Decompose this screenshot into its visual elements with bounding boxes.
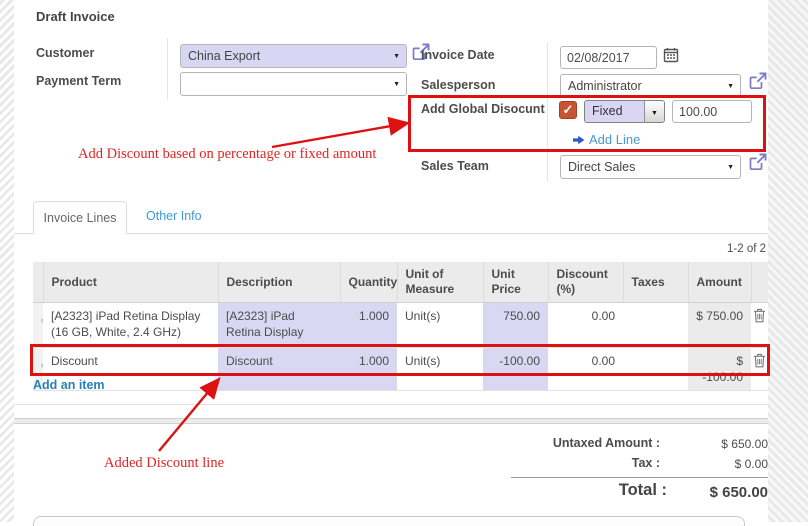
cell-taxes[interactable]	[623, 347, 688, 391]
chevron-down-icon: ▼	[393, 81, 400, 88]
section-band-divider	[14, 418, 768, 424]
invoice-lines-table: Product Description Quantity Unit of Mea…	[33, 262, 768, 391]
total-value: $ 650.00	[709, 484, 768, 501]
discount-amount-input[interactable]	[672, 100, 752, 123]
delete-row-button[interactable]	[751, 302, 768, 348]
cell-description[interactable]: [A2323] iPad Retina Display	[218, 302, 340, 348]
header-uom: Unit of Measure	[396, 262, 483, 303]
cell-quantity[interactable]: 1.000	[340, 302, 397, 348]
check-icon: ✓	[562, 102, 574, 117]
header-quantity: Quantity	[339, 262, 397, 303]
row-drag-handle[interactable]	[33, 347, 43, 391]
sales-team-value: Direct Sales	[568, 160, 636, 174]
right-edge-texture	[768, 0, 808, 522]
tax-value: $ 0.00	[734, 457, 768, 471]
add-an-item-link[interactable]: Add an item	[33, 378, 105, 392]
sales-team-label: Sales Team	[421, 159, 489, 173]
cell-quantity[interactable]: 1.000	[340, 347, 397, 391]
trash-icon	[753, 353, 766, 368]
header-discount: Discount (%)	[547, 262, 623, 303]
section-divider	[14, 404, 768, 405]
cell-taxes[interactable]	[623, 302, 688, 348]
cell-unit-price[interactable]: 750.00	[483, 302, 548, 348]
annotation-discount-line-note: Added Discount line	[104, 455, 225, 471]
payment-term-select[interactable]: ▼	[180, 72, 407, 96]
header-taxes: Taxes	[622, 262, 688, 303]
cell-uom[interactable]: Unit(s)	[397, 302, 483, 348]
delete-row-button[interactable]	[751, 347, 768, 391]
row-drag-handle[interactable]	[33, 302, 43, 348]
left-edge-texture	[0, 0, 14, 522]
customer-value: China Export	[188, 49, 261, 63]
table-row[interactable]: [A2323] iPad Retina Display (16 GB, Whit…	[33, 302, 768, 348]
drag-dot-icon	[41, 318, 43, 323]
sales-team-external-link-icon[interactable]	[748, 152, 768, 172]
chevron-down-icon: ▼	[727, 83, 734, 90]
chevron-down-icon[interactable]: ▼	[644, 101, 664, 122]
header-actions	[750, 262, 768, 303]
tabs-divider	[14, 233, 768, 234]
salesperson-external-link-icon[interactable]	[748, 71, 768, 91]
header-amount: Amount	[687, 262, 751, 303]
salesperson-select[interactable]: Administrator ▼	[560, 74, 741, 98]
page-title: Draft Invoice	[36, 9, 115, 24]
cell-discount[interactable]: 0.00	[548, 347, 623, 391]
add-line-link[interactable]: Add Line	[589, 132, 641, 147]
sales-team-select[interactable]: Direct Sales ▼	[560, 155, 741, 179]
cell-amount[interactable]: $ 750.00	[688, 302, 751, 348]
form-right-separator	[547, 42, 548, 182]
total-label: Total :	[618, 481, 667, 499]
invoice-date-input[interactable]	[560, 46, 657, 69]
customer-external-link-icon[interactable]	[411, 42, 431, 62]
invoice-date-label: Invoice Date	[421, 48, 495, 62]
table-header-row: Product Description Quantity Unit of Mea…	[33, 262, 768, 303]
trash-icon	[753, 308, 766, 323]
cell-product[interactable]: [A2323] iPad Retina Display (16 GB, Whit…	[43, 302, 218, 348]
customer-label: Customer	[36, 46, 95, 60]
cell-unit-price[interactable]: -100.00	[483, 347, 548, 391]
tax-label: Tax :	[631, 456, 660, 470]
cell-amount[interactable]: $ -100.00	[688, 347, 751, 391]
chevron-down-icon: ▼	[727, 164, 734, 171]
cell-uom[interactable]: Unit(s)	[397, 347, 483, 391]
salesperson-value: Administrator	[568, 79, 642, 93]
annotation-discount-note: Add Discount based on percentage or fixe…	[78, 146, 377, 162]
calendar-icon[interactable]	[663, 47, 679, 63]
chevron-down-icon: ▼	[393, 53, 400, 60]
salesperson-label: Salesperson	[421, 78, 496, 92]
discount-type-select[interactable]: Fixed ▼	[584, 100, 665, 123]
global-discount-checkbox[interactable]: ✓	[559, 101, 577, 119]
untaxed-amount-value: $ 650.00	[721, 437, 768, 451]
form-left-separator	[167, 38, 168, 100]
untaxed-amount-label: Untaxed Amount :	[552, 436, 660, 450]
totals-divider	[511, 477, 768, 478]
discount-type-value: Fixed	[592, 104, 623, 118]
header-unit-price: Unit Price	[482, 262, 548, 303]
tab-invoice-lines[interactable]: Invoice Lines	[33, 201, 127, 234]
cell-description[interactable]: Discount	[218, 347, 340, 391]
header-product: Product	[42, 262, 218, 303]
cell-discount[interactable]: 0.00	[548, 302, 623, 348]
header-description: Description	[217, 262, 340, 303]
bottom-panel-edge	[33, 516, 745, 526]
drag-dot-icon	[41, 363, 43, 368]
add-line-arrow-icon[interactable]	[573, 134, 585, 146]
tab-other-info[interactable]: Other Info	[146, 209, 202, 223]
pager: 1-2 of 2	[727, 243, 766, 255]
customer-select[interactable]: China Export ▼	[180, 44, 407, 68]
payment-term-label: Payment Term	[36, 74, 122, 88]
global-discount-label: Add Global Disocunt	[421, 102, 545, 116]
handle-column-header	[33, 262, 43, 303]
table-row[interactable]: Discount Discount 1.000 Unit(s) -100.00 …	[33, 347, 768, 391]
